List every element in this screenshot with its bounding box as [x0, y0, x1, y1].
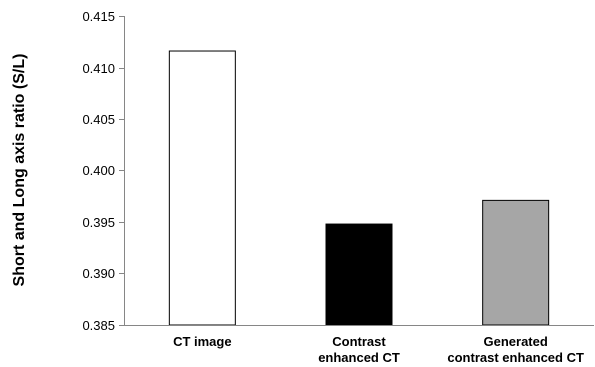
x-category-label: Contrast enhanced CT — [318, 334, 400, 365]
x-category-label-line: Contrast — [332, 334, 386, 349]
y-axis-title: Short and Long axis ratio (S/L) — [11, 54, 28, 287]
y-tick-label: 0.400 — [82, 163, 115, 178]
x-category-label-line: Generated — [484, 334, 548, 349]
x-category-label: Generated contrast enhanced CT — [447, 334, 584, 365]
bar — [168, 50, 236, 326]
bars — [168, 50, 550, 326]
x-category-label-line: CT image — [173, 334, 232, 349]
x-category-label-line: contrast enhanced CT — [447, 350, 584, 365]
bar — [325, 223, 393, 326]
y-tick-label: 0.415 — [82, 9, 115, 24]
y-tick-label: 0.410 — [82, 61, 115, 76]
y-tick-label: 0.385 — [82, 318, 115, 333]
y-tick-label: 0.395 — [82, 215, 115, 230]
y-axis-ticks: 0.385 0.390 0.395 0.400 0.405 0.410 0.415 — [82, 9, 124, 333]
x-category-label: CT image — [173, 334, 232, 349]
y-tick-label: 0.390 — [82, 266, 115, 281]
y-tick-label: 0.405 — [82, 112, 115, 127]
bar — [482, 199, 550, 326]
x-category-label-line: enhanced CT — [318, 350, 400, 365]
x-axis-labels: CT image Contrast enhanced CT Generated cont… — [173, 334, 584, 365]
